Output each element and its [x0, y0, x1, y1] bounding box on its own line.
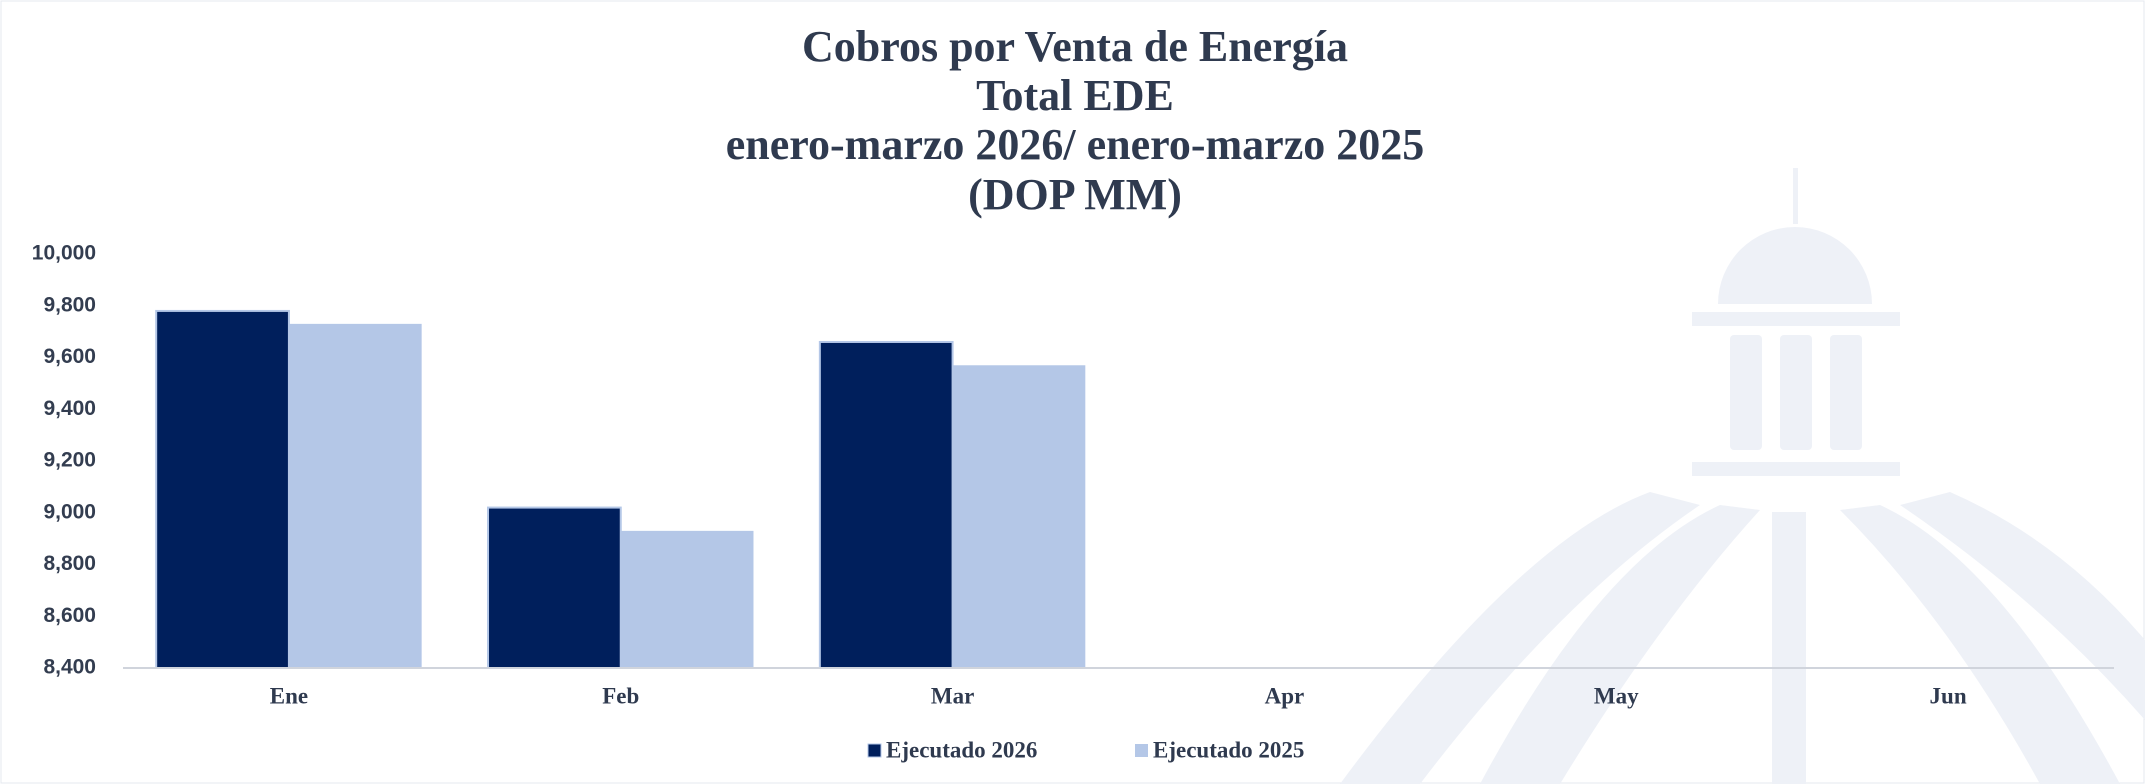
x-tick-label: Ene [270, 683, 308, 708]
legend-swatch [867, 743, 882, 758]
y-tick-label: 9,200 [43, 449, 96, 472]
chart-title: Cobros por Venta de Energía [802, 22, 1348, 71]
y-tick-label: 10,000 [32, 242, 96, 265]
y-tick-label: 8,600 [43, 604, 96, 627]
chart-title: (DOP MM) [968, 170, 1182, 219]
bar [155, 309, 290, 669]
watermark [1340, 168, 2145, 784]
y-tick-label: 9,600 [43, 345, 96, 368]
y-tick-label: 8,800 [43, 552, 96, 575]
bar [288, 323, 422, 668]
x-tick-label: May [1594, 683, 1639, 708]
y-tick-label: 9,000 [43, 500, 96, 523]
legend-label: Ejecutado 2026 [886, 737, 1037, 762]
x-tick-label: Feb [602, 683, 639, 708]
x-tick-label: Jun [1930, 683, 1967, 708]
bar [952, 365, 1086, 668]
chart-title: Total EDE [976, 71, 1174, 120]
bar [620, 530, 754, 668]
chart-title: enero-marzo 2026/ enero-marzo 2025 [726, 120, 1424, 169]
y-tick-label: 9,800 [43, 293, 96, 316]
y-tick-label: 8,400 [43, 656, 96, 679]
x-tick-label: Apr [1265, 683, 1305, 708]
bar [487, 506, 622, 670]
legend-swatch [1135, 744, 1148, 757]
legend-label: Ejecutado 2025 [1153, 737, 1304, 762]
y-tick-label: 9,400 [43, 397, 96, 420]
bar [818, 340, 954, 669]
x-tick-label: Mar [931, 683, 974, 708]
